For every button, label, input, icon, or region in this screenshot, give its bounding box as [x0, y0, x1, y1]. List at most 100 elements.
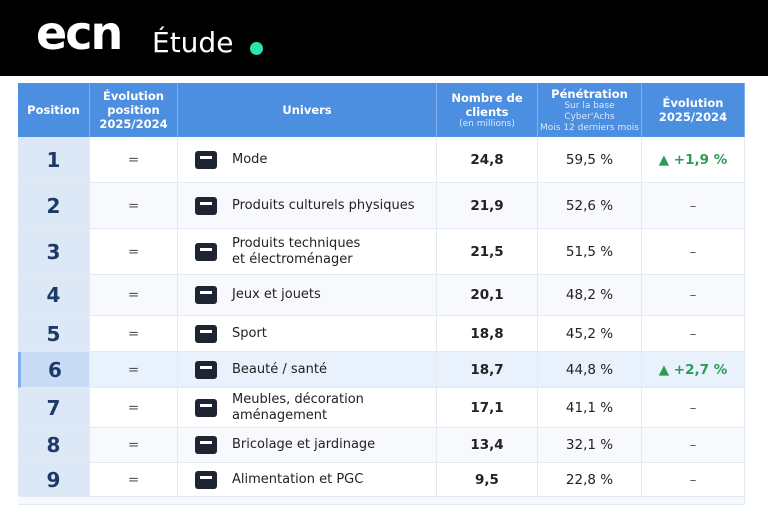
penetration-text: 52,6 %: [565, 197, 614, 214]
evolution-text: –: [689, 287, 697, 303]
clients-text: 18,7: [470, 361, 504, 378]
evolution-position-text: =: [127, 361, 140, 378]
header-cell: Position: [18, 83, 90, 137]
header-text: Évolution: [662, 96, 724, 110]
category-icon: [195, 196, 217, 215]
clients-text: 9,5: [475, 471, 499, 488]
evolution-cell: –: [642, 428, 745, 463]
evolution-position-cell: =: [90, 428, 178, 463]
position-cell: 4: [18, 275, 90, 316]
evolution-cell: –: [642, 388, 745, 428]
penetration-cell: 41,1 %: [538, 388, 642, 428]
category-icon: [195, 470, 217, 489]
univers-text: Meubles, décoration: [232, 391, 364, 407]
evolution-position-text: =: [127, 151, 140, 168]
clients-text: 13,4: [470, 437, 504, 453]
position-text: 3: [46, 239, 61, 264]
univers-text: Jeux et jouets: [232, 287, 321, 302]
evolution-text: –: [689, 437, 697, 453]
header-bar: ecn Étude: [0, 0, 768, 76]
header-text: position: [107, 103, 160, 117]
evolution-cell: –: [642, 275, 745, 316]
position-text: 9: [46, 467, 61, 492]
penetration-text: 41,1 %: [565, 399, 614, 416]
position-text: 4: [46, 283, 61, 307]
clients-text: 21,5: [470, 243, 504, 260]
header-text: Nombre de: [451, 90, 523, 105]
header-text: 2025/2024: [658, 110, 728, 124]
univers-cell: Meubles, décoration aménagement: [178, 388, 437, 428]
clients-text: 20,1: [470, 287, 504, 303]
univers-text: Alimentation et PGC: [232, 471, 364, 487]
position-cell: 9: [18, 463, 90, 497]
clients-cell: 20,1: [437, 275, 538, 316]
penetration-text: 59,5 %: [565, 151, 614, 168]
penetration-text: 22,8 %: [565, 471, 614, 488]
header-cell: Évolution 2025/2024: [642, 83, 745, 137]
evolution-text: –: [689, 471, 697, 488]
clients-cell: 13,4: [437, 428, 538, 463]
evolution-position-text: =: [127, 287, 140, 303]
evolution-position-text: =: [127, 399, 140, 416]
univers-cell: Produits techniques et électroménager: [178, 229, 437, 275]
univers-text: Bricolage et jardinage: [232, 437, 376, 452]
position-cell: 2: [18, 183, 90, 229]
position-text: 2: [46, 193, 61, 218]
category-icon: [195, 360, 217, 379]
evolution-text: –: [689, 243, 697, 260]
header-cell: Évolution position 2025/2024: [90, 83, 178, 137]
evolution-position-cell: =: [90, 463, 178, 497]
clients-text: 18,8: [470, 325, 504, 342]
evolution-position-text: =: [127, 325, 140, 342]
header-text: Mois 12 derniers mois: [540, 122, 639, 133]
clients-text: 24,8: [470, 151, 504, 168]
univers-cell: Beauté / santé: [178, 352, 437, 388]
penetration-cell: 45,2 %: [538, 316, 642, 352]
clients-cell: 18,8: [437, 316, 538, 352]
evolution-cell: –: [642, 463, 745, 497]
position-cell: 5: [18, 316, 90, 352]
univers-cell: Jeux et jouets: [178, 275, 437, 316]
univers-text: et électroménager: [232, 251, 353, 267]
evolution-position-cell: =: [90, 352, 178, 388]
header-cell: Pénétration Sur la base Cyber'Achs Mois 12…: [538, 83, 642, 137]
position-cell: 8: [18, 428, 90, 463]
evolution-position-cell: =: [90, 388, 178, 428]
evolution-cell: ▲ +2,7 %: [642, 352, 745, 388]
penetration-cell: 44,8 %: [538, 352, 642, 388]
category-icon: [195, 242, 217, 261]
univers-text: Mode: [232, 151, 268, 167]
evolution-position-text: =: [127, 197, 140, 214]
position-cell: 1: [18, 137, 90, 183]
penetration-text: 32,1 %: [565, 437, 614, 453]
univers-text: Beauté / santé: [232, 361, 327, 377]
univers-cell: Bricolage et jardinage: [178, 428, 437, 463]
position-cell: 6: [18, 352, 90, 388]
evolution-text: –: [689, 399, 697, 416]
penetration-cell: 48,2 %: [538, 275, 642, 316]
penetration-text: 44,8 %: [565, 361, 614, 378]
header-text: 2025/2024: [99, 117, 168, 131]
category-icon: [195, 324, 217, 343]
evolution-position-text: =: [127, 437, 140, 453]
table-row-partial: [18, 497, 745, 505]
clients-cell: 21,5: [437, 229, 538, 275]
header-text: Position: [27, 103, 80, 117]
evolution-position-cell: =: [90, 183, 178, 229]
evolution-position-cell: =: [90, 137, 178, 183]
univers-text: aménagement: [232, 407, 328, 423]
logo: ecn: [36, 6, 123, 60]
header-text: Pénétration: [551, 86, 628, 101]
penetration-text: 51,5 %: [565, 243, 614, 260]
evolution-position-text: =: [127, 243, 140, 260]
univers-text: Sport: [232, 325, 267, 341]
evolution-position-cell: =: [90, 316, 178, 352]
univers-text: Produits techniques: [232, 235, 361, 251]
header-cell: Nombre de clients (en millions): [437, 83, 538, 137]
penetration-cell: 51,5 %: [538, 229, 642, 275]
evolution-cell: –: [642, 316, 745, 352]
clients-cell: 24,8: [437, 137, 538, 183]
position-text: 5: [46, 321, 61, 346]
category-icon: [195, 150, 217, 169]
